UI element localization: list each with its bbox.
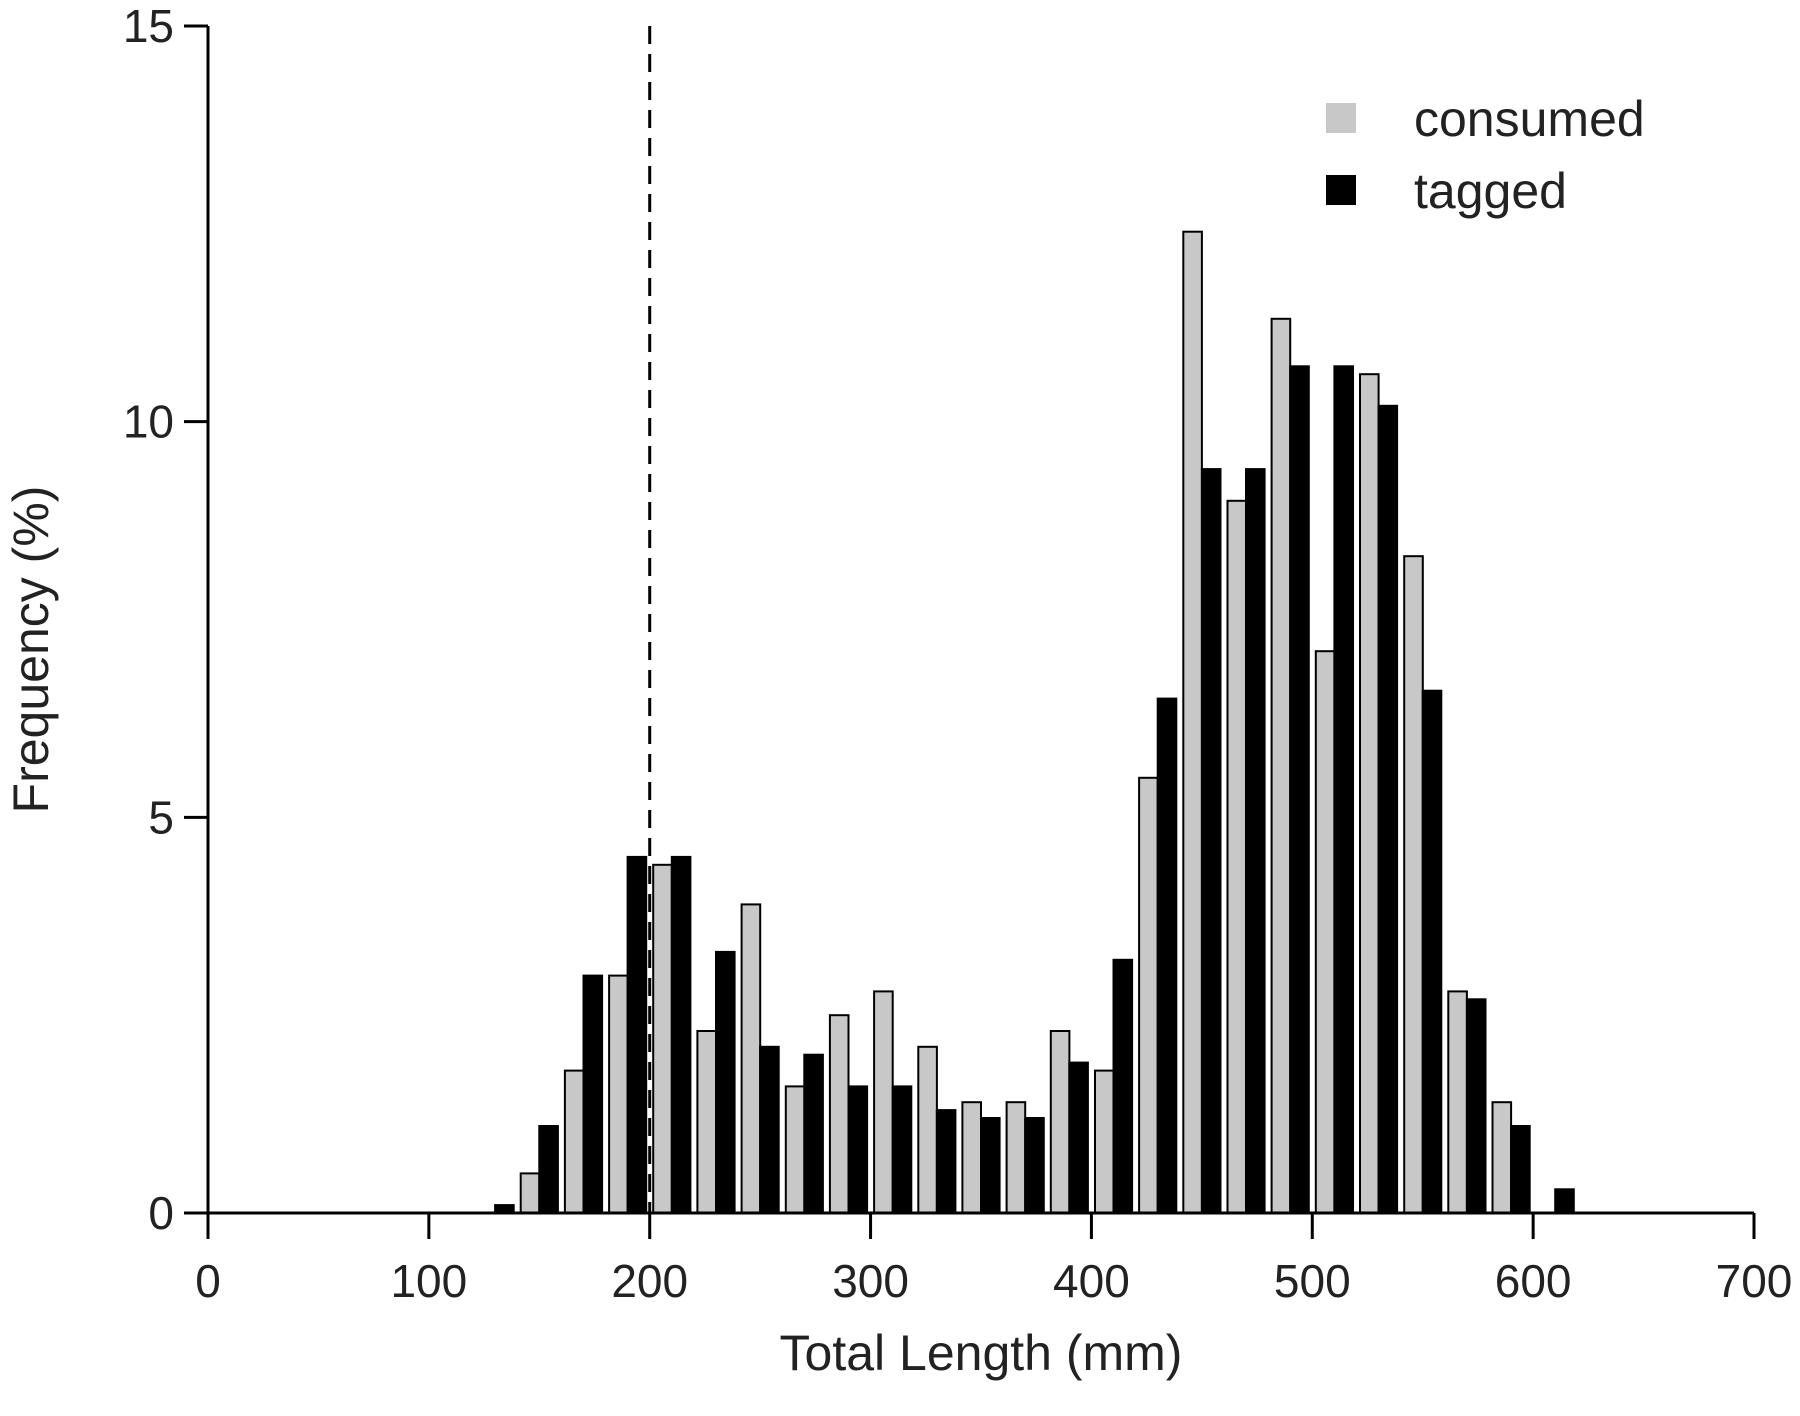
y-axis-ticks: 0 5 10 15: [123, 0, 208, 1239]
y-tick-label: 10: [123, 396, 174, 448]
legend-swatch-tagged: [1326, 175, 1356, 205]
bar-consumed-510: [1314, 650, 1336, 1214]
bar-tagged-410: [1112, 958, 1134, 1214]
bars-layer: [494, 230, 1575, 1215]
bar-consumed-450: [1182, 230, 1203, 1214]
x-tick-label: 0: [195, 1255, 221, 1307]
bar-consumed-430: [1138, 776, 1159, 1214]
x-tick-label: 100: [390, 1255, 467, 1307]
bar-consumed-530: [1359, 373, 1380, 1214]
x-tick-label: 400: [1053, 1255, 1130, 1307]
bar-tagged-210: [670, 855, 692, 1215]
bar-tagged-590: [1510, 1125, 1531, 1214]
bar-tagged-390: [1068, 1061, 1089, 1214]
bar-consumed-470: [1226, 499, 1248, 1214]
legend-swatch-consumed: [1326, 103, 1356, 133]
bar-consumed-270: [784, 1085, 806, 1215]
x-tick-label: 700: [1716, 1255, 1793, 1307]
bar-tagged-330: [935, 1109, 957, 1214]
x-axis-title: Total Length (mm): [780, 1325, 1183, 1381]
bar-tagged-350: [980, 1117, 1001, 1214]
y-tick-label: 5: [148, 791, 174, 843]
x-tick-label: 600: [1495, 1255, 1572, 1307]
bar-tagged-610: [1554, 1188, 1575, 1215]
x-tick-label: 200: [611, 1255, 688, 1307]
bar-tagged-250: [759, 1045, 780, 1215]
bar-consumed-370: [1005, 1101, 1027, 1214]
bar-tagged-270: [803, 1053, 824, 1214]
legend: consumed tagged: [1326, 91, 1645, 219]
y-axis-title: Frequency (%): [3, 486, 59, 814]
bar-tagged-490: [1289, 365, 1310, 1214]
bar-tagged-370: [1024, 1117, 1045, 1214]
bar-consumed-350: [961, 1101, 983, 1214]
bar-consumed-250: [740, 903, 762, 1215]
bar-tagged-310: [891, 1085, 913, 1215]
legend-label-consumed: consumed: [1414, 91, 1645, 147]
bar-consumed-170: [563, 1069, 585, 1214]
bar-tagged-510: [1333, 365, 1355, 1214]
bar-tagged-290: [847, 1085, 869, 1215]
bar-consumed-410: [1094, 1069, 1115, 1214]
bar-consumed-290: [828, 1014, 850, 1215]
bar-consumed-210: [652, 863, 673, 1214]
bar-consumed-150: [519, 1172, 541, 1215]
bar-consumed-590: [1491, 1101, 1513, 1214]
legend-label-tagged: tagged: [1414, 163, 1567, 219]
bar-tagged-570: [1465, 998, 1487, 1214]
y-tick-label: 15: [123, 0, 174, 52]
bar-consumed-390: [1049, 1030, 1071, 1214]
y-tick-label: 0: [148, 1187, 174, 1239]
bar-tagged-550: [1421, 689, 1443, 1214]
bar-tagged-450: [1200, 468, 1222, 1215]
bar-tagged-230: [715, 950, 736, 1215]
bar-tagged-470: [1245, 468, 1266, 1215]
bar-consumed-550: [1403, 555, 1424, 1214]
bar-tagged-430: [1156, 697, 1178, 1214]
bar-consumed-490: [1270, 317, 1292, 1214]
bar-tagged-150: [538, 1125, 559, 1214]
bar-consumed-310: [873, 990, 894, 1215]
bar-tagged-170: [582, 974, 604, 1214]
bar-consumed-330: [917, 1045, 938, 1215]
x-tick-label: 500: [1274, 1255, 1351, 1307]
bar-consumed-230: [696, 1030, 718, 1214]
bar-consumed-570: [1447, 990, 1468, 1215]
bar-tagged-190: [626, 855, 648, 1215]
x-axis-ticks: 0 100 200 300 400 500 600 700: [195, 1213, 1792, 1307]
x-tick-label: 300: [832, 1255, 909, 1307]
bar-tagged-530: [1377, 404, 1399, 1214]
bar-consumed-190: [608, 974, 629, 1214]
